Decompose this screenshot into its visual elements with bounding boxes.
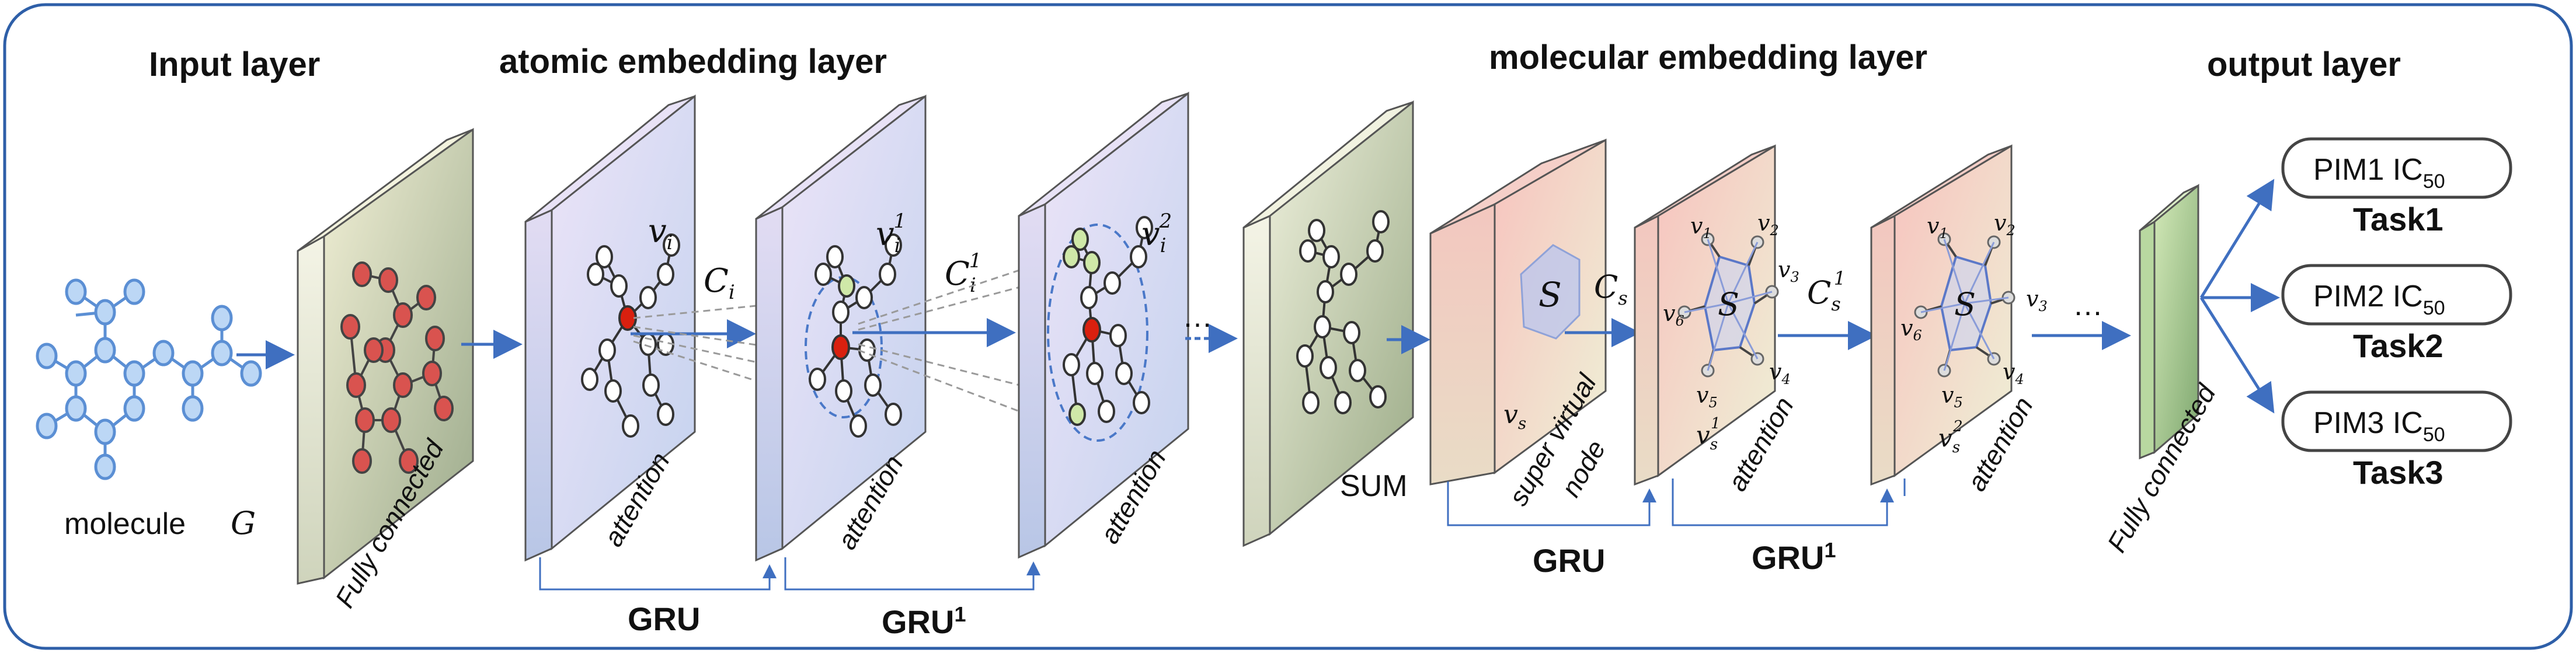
super-node-s: S	[1538, 275, 1562, 315]
c-s-1-label: Cs1	[1807, 267, 1846, 315]
atomic-graph-3	[1063, 216, 1153, 426]
gru1-label-atomic: GRU1	[882, 602, 966, 640]
svg-text:v3: v3	[2026, 286, 2048, 315]
sum-graph	[1296, 210, 1390, 414]
svg-text:v5: v5	[1696, 382, 1718, 411]
v-s-1-label: vs1	[1696, 415, 1721, 453]
svg-text:v6: v6	[1900, 315, 1922, 344]
v-s-2-label: vs2	[1938, 418, 1963, 456]
c-i-1-label: Ci1	[945, 249, 981, 297]
svg-text:v2: v2	[1994, 210, 2015, 239]
mol-graph-2	[1677, 232, 1779, 378]
heading-output-layer: output layer	[2207, 46, 2401, 83]
molecule-label: molecule	[64, 507, 186, 541]
output-fully-connected-panel	[2139, 183, 2199, 460]
mol2-s: S	[1718, 286, 1739, 323]
svg-text:PIM2 IC50: PIM2 IC50	[2313, 280, 2445, 319]
v-s-label: vs	[1503, 400, 1526, 433]
heading-molecular-embedding-layer: molecular embedding layer	[1489, 39, 1927, 76]
c-s-label: Cs	[1594, 268, 1628, 309]
task-box-1: PIM1 IC50 Task1	[2281, 137, 2512, 238]
heading-atomic-embedding-layer: atomic embedding layer	[499, 43, 887, 81]
gru-label-atomic: GRU	[628, 600, 700, 637]
svg-text:PIM3 IC50: PIM3 IC50	[2313, 406, 2445, 446]
gru-label-molecular: GRU	[1533, 542, 1605, 579]
v-i-label: vi	[648, 212, 673, 254]
ellipsis-1: …	[1182, 300, 1213, 334]
mol3-s: S	[1954, 286, 1976, 323]
svg-text:PIM1 IC50: PIM1 IC50	[2313, 153, 2445, 193]
svg-text:Task1: Task1	[2353, 201, 2443, 238]
v-i-2-label: vi2	[1141, 209, 1172, 257]
svg-text:v1: v1	[1927, 213, 1948, 242]
fc-molecule-graph	[340, 261, 454, 474]
svg-text:v5: v5	[1941, 382, 1963, 411]
heading-input-layer: Input layer	[149, 46, 320, 83]
atomic-embedding-panel-3	[1018, 91, 1189, 559]
input-molecule-graph	[36, 278, 262, 480]
svg-text:v4: v4	[1769, 359, 1791, 387]
attention-circle-3	[1047, 224, 1148, 442]
atomic-graph-1	[581, 233, 680, 438]
svg-text:Task2: Task2	[2353, 327, 2443, 364]
svg-text:Task3: Task3	[2353, 454, 2443, 491]
sum-label: SUM	[1340, 469, 1408, 503]
atomic-embedding-panel-2	[755, 94, 927, 562]
svg-text:v4: v4	[2003, 359, 2024, 387]
v-i-1-label: vi1	[876, 209, 906, 257]
task-box-3: PIM3 IC50 Task3	[2281, 390, 2512, 491]
ellipsis-2: …	[2073, 288, 2103, 322]
molecule-symbol: G	[231, 505, 256, 542]
svg-text:v2: v2	[1757, 210, 1779, 239]
gru1-label-molecular: GRU1	[1752, 538, 1836, 576]
svg-text:v3: v3	[1778, 257, 1799, 285]
mol2-node-labels: v1 v2 v3 v4 v5 v6	[1663, 210, 1799, 411]
output-branch-arrows	[2199, 179, 2280, 414]
gru-connector-molecular	[1447, 479, 1906, 526]
sum-panel	[1242, 100, 1414, 547]
mol-graph-3	[1914, 232, 2015, 378]
gru-connector-atomic	[539, 557, 1040, 591]
atomic-embedding-panel-1	[524, 94, 696, 562]
task-box-2: PIM2 IC50 Task2	[2281, 264, 2512, 364]
outer-frame	[3, 3, 2573, 650]
c-i-label: Ci	[704, 262, 735, 304]
super-node-hexagon	[1520, 244, 1581, 340]
mol3-node-labels: v1 v2 v3 v4 v5 v6	[1900, 210, 2048, 411]
svg-text:v6: v6	[1663, 301, 1684, 329]
svg-text:v1: v1	[1690, 213, 1712, 242]
